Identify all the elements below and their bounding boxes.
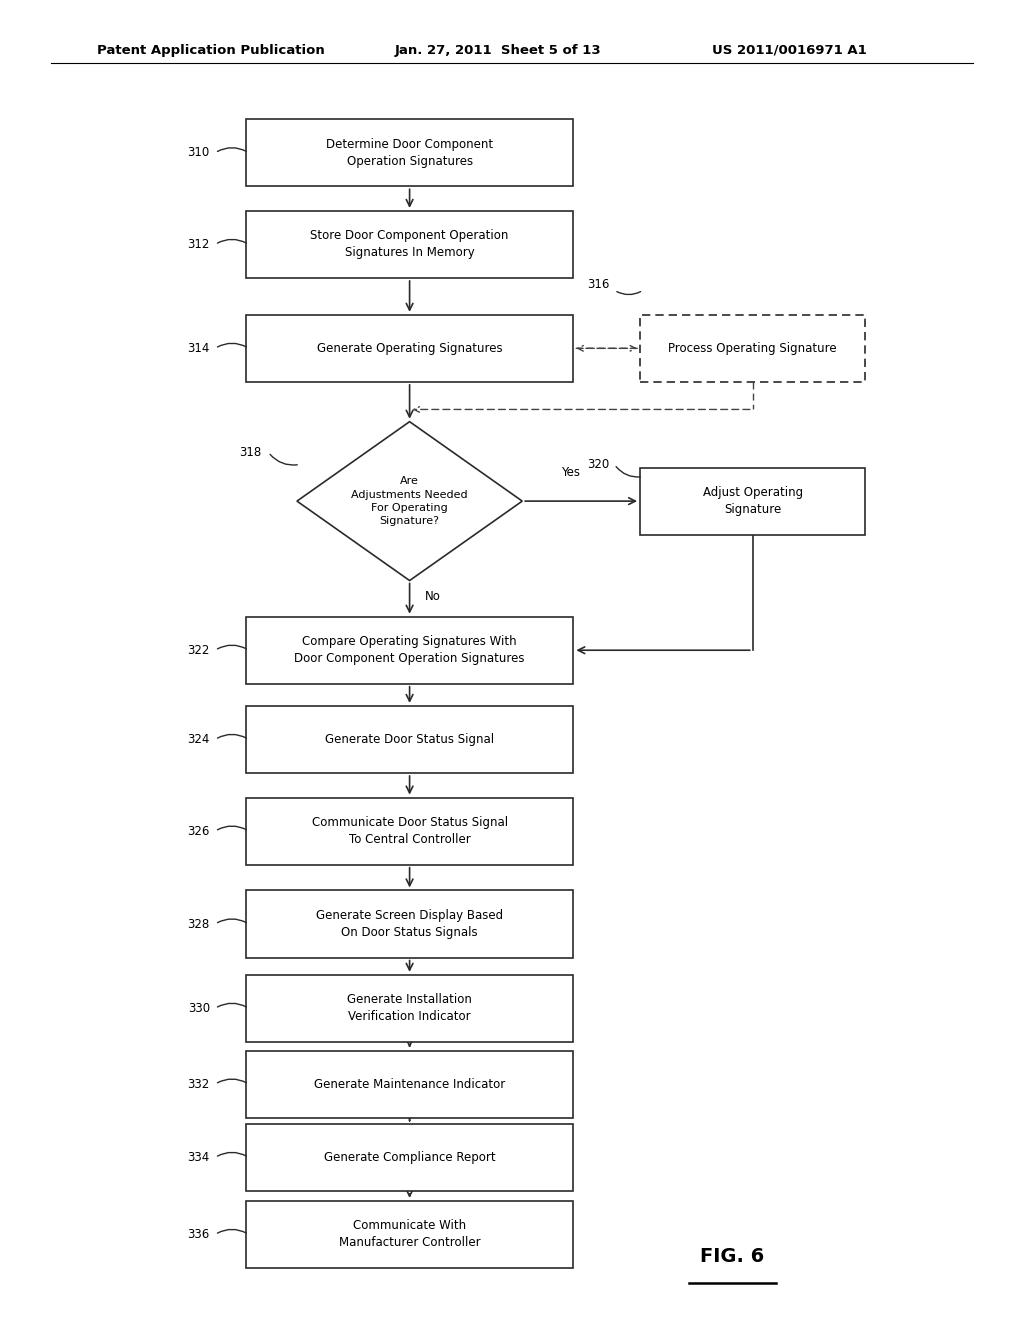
Text: 314: 314 [187,342,210,355]
Text: 332: 332 [187,1077,210,1090]
Text: Yes: Yes [561,466,581,479]
Polygon shape [297,421,522,581]
Text: Generate Installation
Verification Indicator: Generate Installation Verification Indic… [347,994,472,1023]
Text: Adjust Operating
Signature: Adjust Operating Signature [702,486,803,516]
FancyBboxPatch shape [246,119,573,186]
Text: Store Door Component Operation
Signatures In Memory: Store Door Component Operation Signature… [310,230,509,260]
Text: Jan. 27, 2011  Sheet 5 of 13: Jan. 27, 2011 Sheet 5 of 13 [394,44,601,57]
Text: Generate Maintenance Indicator: Generate Maintenance Indicator [314,1077,505,1090]
Text: Communicate With
Manufacturer Controller: Communicate With Manufacturer Controller [339,1220,480,1250]
FancyBboxPatch shape [246,891,573,957]
FancyBboxPatch shape [246,1123,573,1191]
Text: 310: 310 [187,147,210,160]
Text: 330: 330 [187,1002,210,1015]
Text: 318: 318 [239,446,261,459]
FancyBboxPatch shape [246,1201,573,1269]
FancyBboxPatch shape [640,467,865,535]
Text: 334: 334 [187,1151,210,1164]
Text: 336: 336 [187,1228,210,1241]
FancyBboxPatch shape [640,314,865,381]
Text: Determine Door Component
Operation Signatures: Determine Door Component Operation Signa… [326,137,494,168]
FancyBboxPatch shape [246,211,573,279]
Text: 324: 324 [187,733,210,746]
Text: 320: 320 [587,458,609,471]
Text: US 2011/0016971 A1: US 2011/0016971 A1 [712,44,866,57]
FancyBboxPatch shape [246,974,573,1041]
Text: No: No [425,590,441,603]
FancyBboxPatch shape [246,706,573,774]
FancyBboxPatch shape [246,1051,573,1118]
Text: 312: 312 [187,238,210,251]
Text: 316: 316 [587,277,609,290]
Text: Process Operating Signature: Process Operating Signature [669,342,837,355]
Text: 322: 322 [187,644,210,657]
Text: 326: 326 [187,825,210,838]
Text: Are
Adjustments Needed
For Operating
Signature?: Are Adjustments Needed For Operating Sig… [351,477,468,525]
Text: Compare Operating Signatures With
Door Component Operation Signatures: Compare Operating Signatures With Door C… [294,635,525,665]
Text: FIG. 6: FIG. 6 [700,1246,764,1266]
Text: Communicate Door Status Signal
To Central Controller: Communicate Door Status Signal To Centra… [311,816,508,846]
FancyBboxPatch shape [246,616,573,684]
Text: Generate Screen Display Based
On Door Status Signals: Generate Screen Display Based On Door St… [316,909,503,939]
Text: Generate Compliance Report: Generate Compliance Report [324,1151,496,1164]
Text: Generate Door Status Signal: Generate Door Status Signal [325,733,495,746]
Text: Patent Application Publication: Patent Application Publication [97,44,325,57]
FancyBboxPatch shape [246,797,573,865]
Text: 328: 328 [187,917,210,931]
Text: Generate Operating Signatures: Generate Operating Signatures [316,342,503,355]
FancyBboxPatch shape [246,314,573,381]
